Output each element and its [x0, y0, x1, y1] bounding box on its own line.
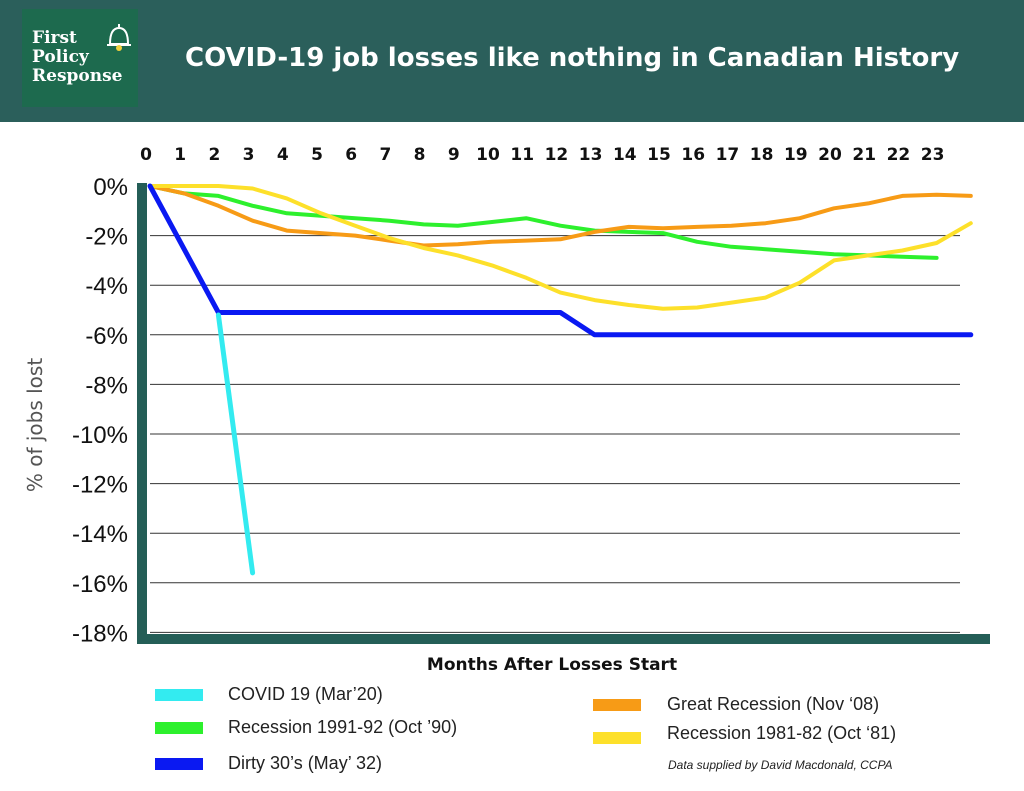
x-tick-label: 19 — [784, 145, 808, 165]
x-tick-label: 5 — [311, 145, 323, 165]
y-tick-label: -12% — [72, 472, 128, 499]
x-tick-label: 6 — [345, 145, 357, 165]
header-banner: First Policy Response COVID-19 job losse… — [0, 0, 1024, 122]
legend-swatch — [155, 758, 203, 770]
line-chart: 0%-2%-4%-6%-8%-10%-12%-14%-16%-18%0 1 2 3 4 5… — [23, 145, 990, 675]
legend-label: COVID 19 (Mar’20) — [228, 684, 383, 704]
series-line — [148, 184, 973, 311]
legend-label: Great Recession (Nov ‘08) — [667, 694, 880, 714]
legend-swatch — [593, 699, 641, 711]
logo-line: Policy — [32, 47, 89, 67]
legend-label: Recession 1981-82 (Oct ‘81) — [667, 723, 897, 743]
logo: First Policy Response — [22, 9, 138, 107]
y-tick-label: -16% — [72, 571, 128, 598]
legend-label: Dirty 30’s (May’ 32) — [228, 753, 383, 773]
x-tick-label: 12 — [545, 145, 569, 165]
series-line — [215, 312, 256, 576]
x-tick-label: 15 — [647, 145, 671, 165]
legend-swatch — [593, 732, 641, 744]
x-tick-label: 18 — [750, 145, 774, 165]
x-tick-label: 8 — [414, 145, 426, 165]
y-tick-label: -10% — [72, 422, 128, 449]
series-line — [148, 184, 973, 248]
legend-swatch — [155, 689, 203, 701]
y-tick-label: -18% — [72, 620, 128, 647]
x-tick-label: 20 — [818, 145, 842, 165]
x-tick-label: 17 — [716, 145, 740, 165]
data-source-note: Data supplied by David Macdonald, CCPA — [668, 758, 893, 772]
x-tick-label: 11 — [510, 145, 534, 165]
x-tick-label: 14 — [613, 145, 637, 165]
x-tick-label: 3 — [243, 145, 255, 165]
y-tick-label: -14% — [72, 521, 128, 548]
x-tick-label: 13 — [579, 145, 603, 165]
y-tick-label: -2% — [85, 224, 128, 251]
x-tick-label: 9 — [448, 145, 460, 165]
x-tick-label: 22 — [887, 145, 911, 165]
x-tick-label: 0 — [140, 145, 152, 165]
x-tick-label: 16 — [681, 145, 705, 165]
bell-icon — [107, 24, 131, 51]
x-axis-label: Months After Losses Start — [427, 655, 677, 675]
y-tick-label: -6% — [85, 323, 128, 350]
y-tick-label: -8% — [85, 372, 128, 399]
x-tick-label: 10 — [476, 145, 500, 165]
y-tick-label: 0% — [93, 174, 128, 201]
y-tick-label: -4% — [85, 273, 128, 300]
x-tick-label: 23 — [921, 145, 945, 165]
x-tick-label: 7 — [379, 145, 391, 165]
legend-swatch — [155, 722, 203, 734]
series-line — [148, 184, 939, 260]
x-tick-label: 1 — [174, 145, 186, 165]
x-tick-label: 4 — [277, 145, 289, 165]
y-axis-label: % of jobs lost — [23, 358, 47, 492]
logo-line: First — [32, 28, 77, 48]
page-title: COVID-19 job losses like nothing in Cana… — [185, 43, 960, 73]
legend-label: Recession 1991-92 (Oct ’90) — [228, 717, 458, 737]
y-axis — [137, 183, 147, 638]
x-tick-label: 2 — [208, 145, 220, 165]
x-axis — [137, 634, 990, 644]
logo-line: Response — [32, 66, 123, 86]
x-tick-label: 21 — [852, 145, 876, 165]
logo-text: First Policy Response — [32, 29, 123, 86]
series-line — [147, 183, 974, 338]
